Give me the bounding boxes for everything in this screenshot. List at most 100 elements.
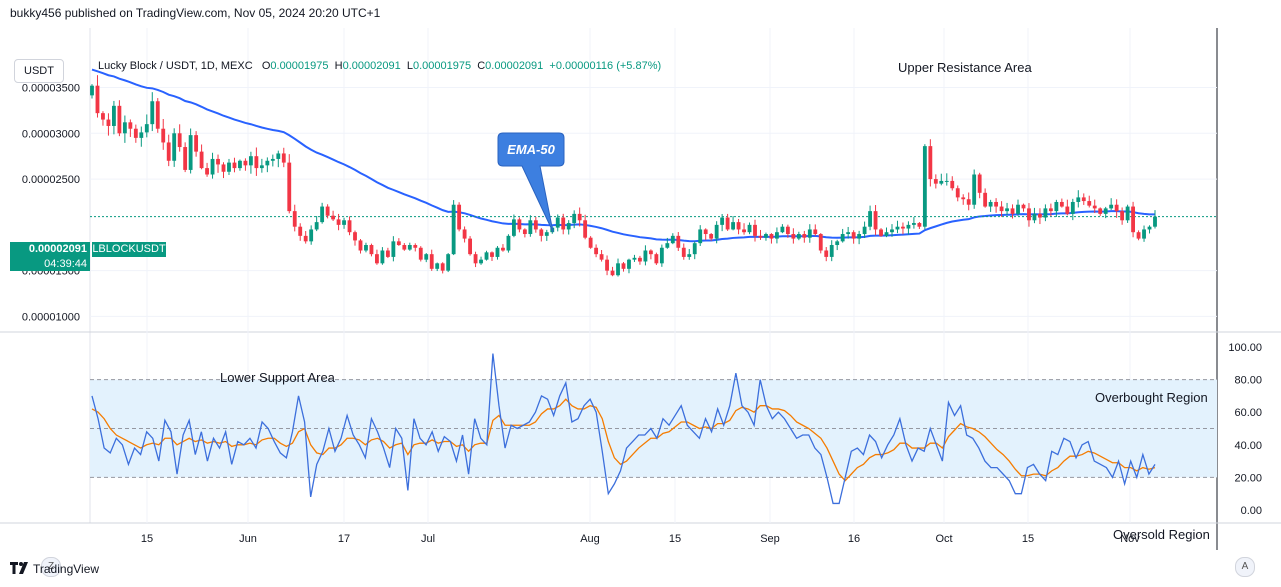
candle-body [210,158,215,175]
candle-body [528,220,533,235]
candle [101,111,105,126]
candle-body [1054,201,1059,212]
candle-body [479,259,483,264]
candle [621,261,626,272]
candle-body [901,226,905,229]
candle [638,255,642,265]
candle [840,228,845,243]
candle [890,224,894,237]
overbought-label: Overbought Region [1095,390,1208,405]
low-label: L [406,60,413,72]
candle-body [681,247,686,257]
x-tick-label: Jul [421,533,435,545]
candle [654,252,659,265]
tradingview-logo-icon[interactable] [10,561,30,578]
candle-body [922,146,927,227]
candle [736,218,741,235]
candle [375,249,379,265]
candle-body [747,224,752,233]
candle [1038,208,1042,225]
candle-body [605,259,609,271]
candle [199,144,204,170]
auto-scale-button[interactable]: A [1235,557,1255,577]
candle [544,229,549,241]
candle [495,246,500,260]
candle-body [632,257,637,260]
candle [895,220,900,234]
candle [484,250,489,261]
price-tick-label: 0.00001000 [22,311,80,323]
candle [1021,203,1026,212]
candle [670,233,675,245]
candle [205,162,209,177]
candle [501,244,505,252]
candle [813,224,818,236]
candle-body [731,222,736,230]
rsi-tick-label: 20.00 [1234,472,1262,484]
candle [221,162,226,179]
candle [1114,199,1119,218]
footer: TradingView [0,552,1281,587]
candle [490,251,494,261]
chart-canvas[interactable]: 15 Jun 17 Jul Aug 15 Sep 16 Oct 15 Nov 0.00003500 0.… [0,26,1281,552]
candle [977,172,982,199]
candle [632,254,637,262]
candle [440,262,445,274]
candle-body [276,153,281,159]
candle-body [336,219,341,225]
rsi-tick-label: 100.00 [1228,342,1262,354]
candle-body [539,229,544,236]
candle-body [380,250,385,264]
x-tick-label: 15 [669,533,681,545]
candle [111,100,116,135]
candle [314,215,319,232]
candle-body [1005,208,1009,212]
candle [785,224,790,238]
scale-z-button[interactable]: Z [41,557,61,577]
currency-button[interactable]: USDT [14,59,64,83]
candle-body [287,162,292,212]
candle [561,213,566,235]
candle [1076,190,1081,208]
candle [966,192,971,211]
candle [648,249,653,260]
open-value: 0.00001975 [270,60,329,72]
candle [824,247,829,262]
candle-body [566,223,571,230]
tradingview-brand: TradingView [33,562,100,576]
candle-body [484,252,489,260]
symbol-label[interactable]: Lucky Block / USDT, 1D, MEXC [98,60,253,72]
candle-body [785,226,790,235]
candle [254,147,259,176]
candle [380,247,385,265]
candle-body [977,174,982,193]
candle [846,226,851,239]
candle-body [418,247,423,260]
candle-body [172,133,177,161]
open-label: O [261,60,271,72]
candle-body [999,206,1004,212]
candle [829,240,834,262]
candle-body [955,188,960,198]
candle-body [1131,206,1136,233]
x-tick-label: Jun [239,533,257,545]
candle [287,154,292,214]
candle-body [254,156,259,169]
candle-body [1059,201,1064,207]
candle-body [933,179,938,184]
candle-body [353,232,357,241]
candle [128,119,133,137]
candle [955,185,960,202]
candle-body [468,238,472,255]
candle [331,210,336,221]
candle [402,243,407,251]
candle [95,75,100,118]
candle [194,131,199,157]
candle-body [873,211,878,230]
candle-body [413,245,418,248]
candle-body [265,160,270,166]
candle-body [194,135,199,152]
price-tick-label: 0.00003000 [22,128,80,140]
candle-body [890,229,894,233]
candle-body [155,101,160,129]
